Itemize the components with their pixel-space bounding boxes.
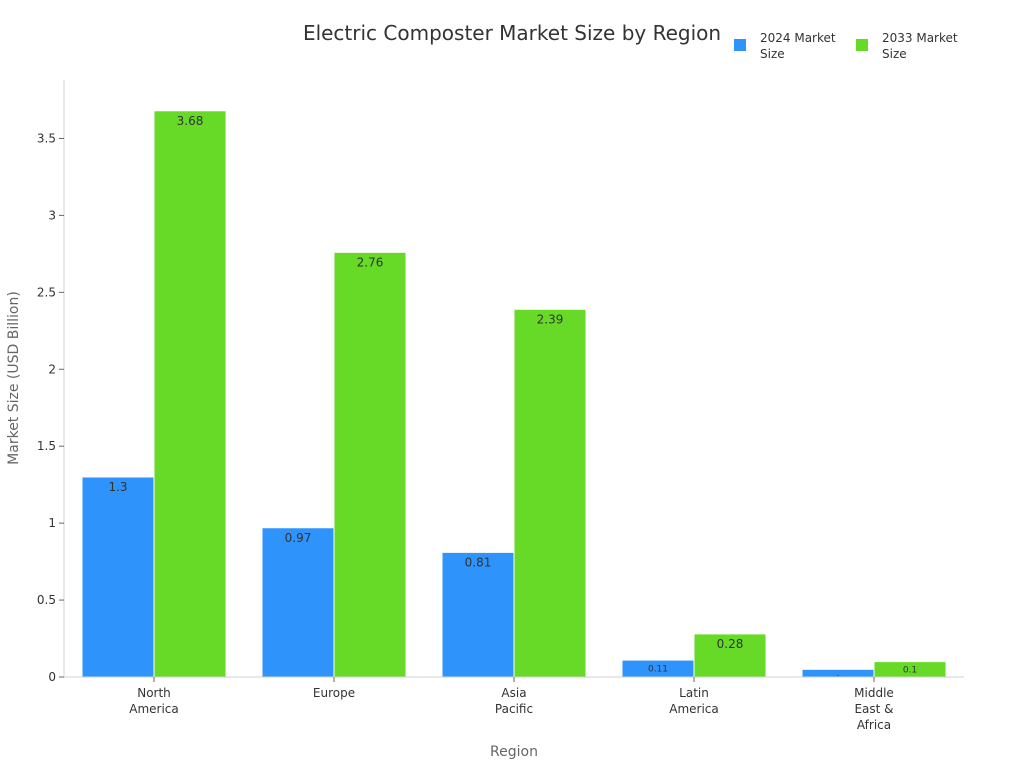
y-tick-label: 2 [48,362,56,376]
x-axis: North America Europe Asia Pacific Latin Americ… [64,676,964,732]
bars [81,110,947,678]
bar [153,110,227,678]
y-tick-label: 1.5 [37,439,56,453]
data-label: 0.1 [903,665,917,675]
legend-item: 2033 Market Size [856,31,958,61]
data-label: 0.97 [285,531,312,545]
x-tick-label: Asia Pacific [495,686,533,716]
x-tick-label: Latin America [669,686,719,716]
y-tick-label: 1 [48,516,56,530]
data-label: 0.11 [648,665,668,675]
bar [81,476,155,678]
bar [333,251,407,678]
legend-swatch [734,39,746,51]
bar [513,308,587,678]
data-label: . [837,669,840,679]
data-label: 0.28 [717,637,744,651]
legend-item: 2024 Market Size [734,31,836,61]
y-tick-label: 2.5 [37,285,56,299]
x-tick-label: Middle East & Africa [854,686,894,732]
x-tick-label: Europe [313,686,355,700]
data-label: 1.3 [108,480,127,494]
y-tick-label: 0 [48,670,56,684]
data-label: 3.68 [177,114,204,128]
data-label: 2.76 [357,255,384,269]
bar [261,527,335,678]
legend-label: 2033 Market Size [882,31,958,61]
data-labels: 1.3 3.68 0.97 2.76 0.81 2.39 0.11 0.28. 0.1 [108,114,917,679]
data-label: 0.81 [465,555,492,569]
y-axis: 0 0.5 1 1.5 2 2.5 3 3.5 [37,80,65,684]
plot-area: 1.3 3.68 0.97 2.76 0.81 2.39 0.11 0.28. 0.1 0 0.5… [37,80,964,732]
legend-swatch [856,39,868,51]
y-tick-label: 3 [48,208,56,222]
legend: 2024 Market Size 2033 Market Size [734,31,958,61]
x-axis-title: Region [490,744,538,760]
bar [693,633,767,678]
y-tick-label: 3.5 [37,131,56,145]
bar [441,551,515,678]
data-label: 2.39 [537,312,564,326]
x-tick-label: North America [129,686,179,716]
legend-label: 2024 Market Size [760,31,836,61]
y-tick-label: 0.5 [37,593,56,607]
y-axis-title: Market Size (USD Billion) [6,291,22,465]
chart-title: Electric Composter Market Size by Region [303,21,721,45]
